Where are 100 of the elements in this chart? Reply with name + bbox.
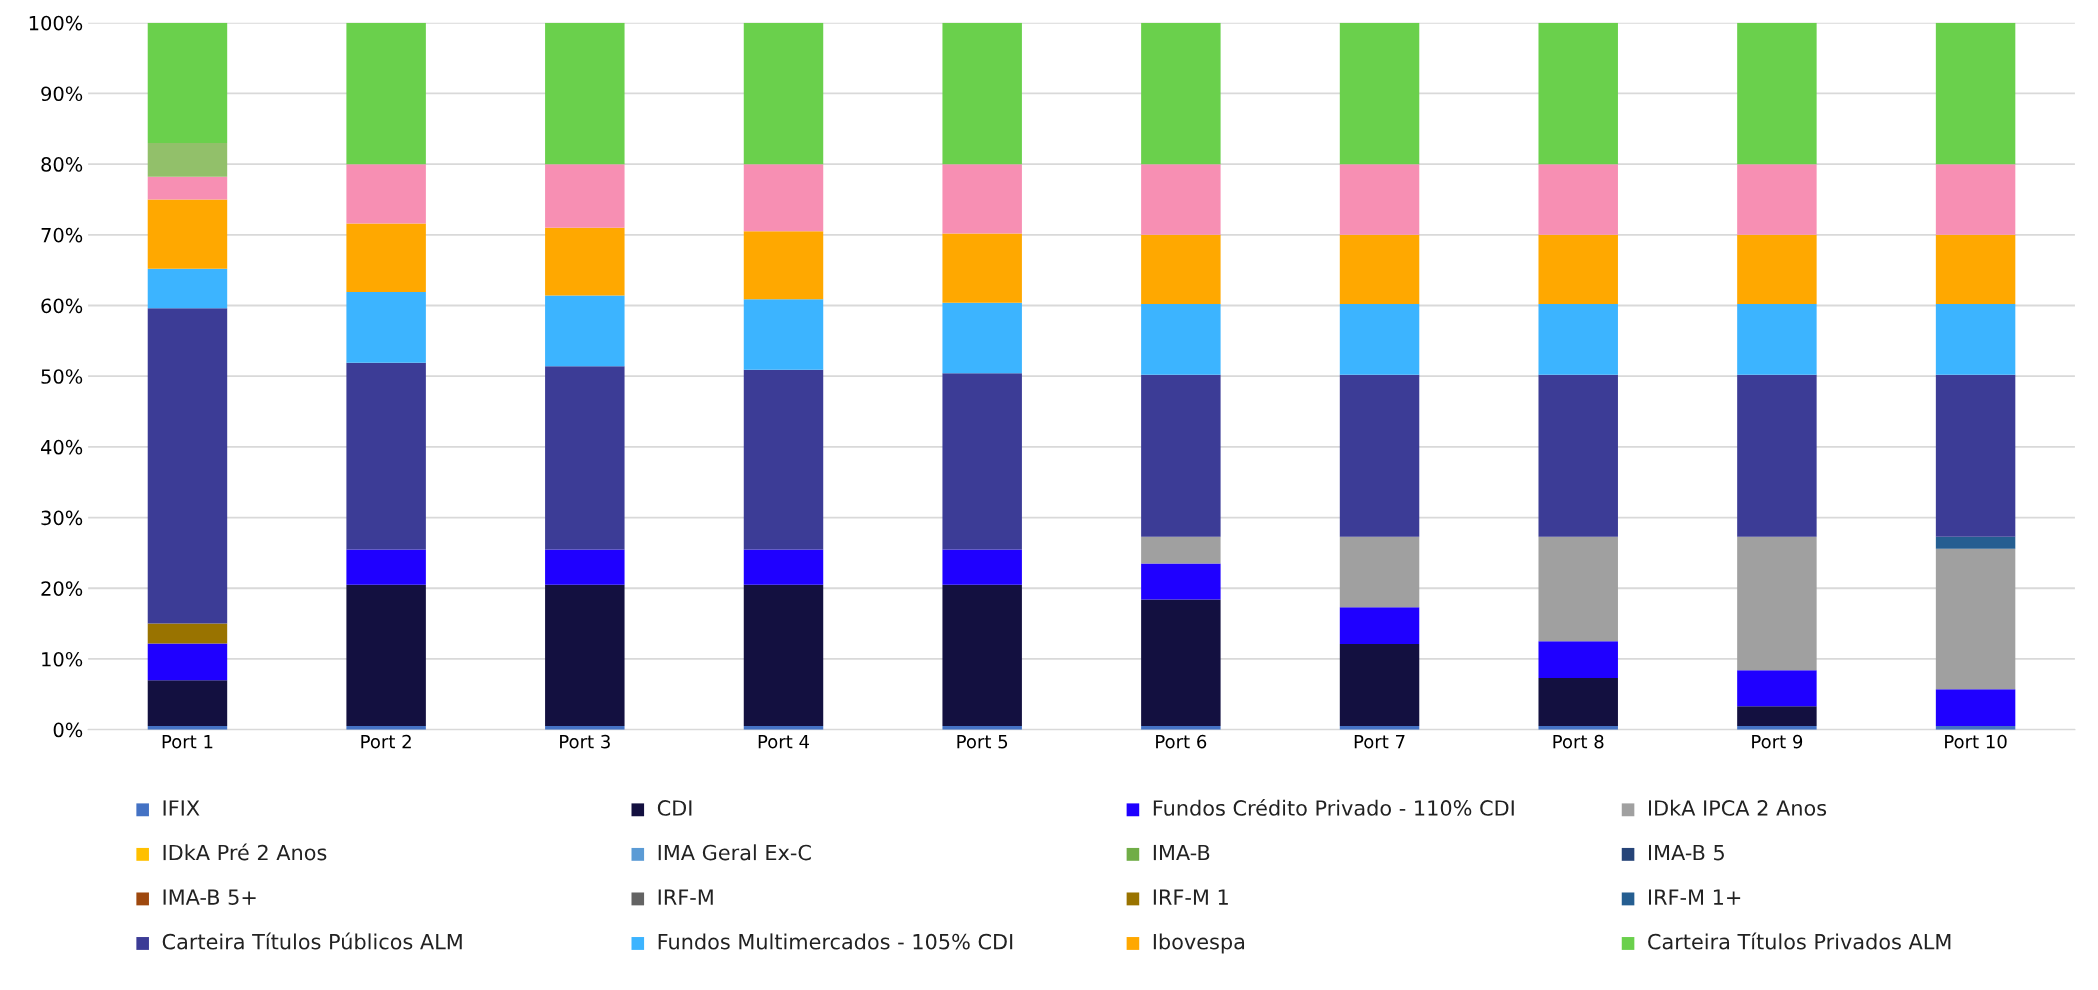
bar [1141, 304, 1221, 375]
bar [545, 22, 625, 165]
x-tick-label: Port 2 [361, 734, 411, 749]
bar [1935, 374, 2016, 537]
bar [1339, 234, 1420, 305]
bar [1141, 234, 1221, 305]
bar [1538, 234, 1618, 305]
y-tick-label: 30% [41, 510, 83, 526]
y-tick-label: 40% [40, 439, 83, 455]
bar [743, 369, 824, 550]
bar [346, 292, 426, 363]
bar [1935, 536, 2016, 549]
bar [743, 584, 824, 727]
bar [147, 176, 228, 200]
x-tick-label: Port 7 [1354, 735, 1405, 749]
bar [942, 549, 1022, 585]
y-tick-label: 90% [41, 86, 83, 102]
legend-label: Fundos Multimercados - 105% CDI [658, 933, 1013, 950]
bar [942, 164, 1022, 234]
bar [1737, 234, 1817, 305]
bar [1737, 374, 1817, 537]
bar [942, 233, 1022, 303]
bar [743, 22, 824, 165]
x-tick-label: Port 9 [1752, 734, 1803, 749]
bar [545, 549, 625, 585]
bar [942, 584, 1022, 727]
legend-label: Carteira Títulos Privados ALM [1648, 932, 1951, 950]
bar [1538, 164, 1618, 235]
legend-label: IMA Geral Ex-C [658, 844, 811, 861]
bar [942, 302, 1022, 374]
bar [1935, 164, 2016, 235]
bar [942, 22, 1022, 165]
bar [1339, 607, 1420, 645]
legend-label: IMA-B 5+ [163, 889, 256, 905]
bar [1141, 563, 1221, 600]
bar [743, 231, 824, 300]
bar [545, 295, 625, 367]
y-tick-label: 80% [41, 157, 83, 172]
legend-label: IMA-B 5 [1648, 844, 1724, 861]
bar [346, 223, 426, 293]
x-tick-label: Port 3 [560, 734, 610, 749]
bar [346, 549, 426, 585]
legend-label: Ibovespa [1153, 933, 1245, 954]
bar [1339, 536, 1420, 608]
bar [147, 268, 228, 309]
y-tick-label: 20% [41, 581, 83, 596]
bar [743, 299, 824, 370]
bar [545, 164, 625, 228]
bar [147, 680, 228, 727]
x-tick-label: Port 10 [1945, 734, 2007, 749]
bar [1141, 374, 1221, 537]
y-tick-label: 100% [29, 15, 83, 31]
bar [1737, 22, 1817, 165]
legend-label: IRF-M [658, 889, 713, 905]
bar [1737, 706, 1817, 727]
bar [1538, 304, 1618, 375]
legend-label: IDkA IPCA 2 Anos [1648, 799, 1827, 816]
bar [1141, 599, 1221, 727]
legend-label: IDkA Pré 2 Anos [163, 843, 327, 861]
bar [1339, 304, 1420, 375]
bar [1737, 670, 1817, 707]
bar [1339, 374, 1420, 537]
bar [1141, 22, 1221, 165]
bar [545, 227, 625, 296]
bar [545, 366, 625, 550]
legend-label: Carteira Títulos Públicos ALM [162, 932, 462, 950]
bar [147, 623, 228, 644]
legend-label: Fundos Crédito Privado - 110% CDI [1153, 798, 1514, 816]
bar [1935, 548, 2016, 690]
x-tick-label: Port 5 [957, 735, 1008, 749]
y-tick-label: 10% [42, 651, 83, 667]
legend-label: IRF-M 1 [1153, 889, 1228, 905]
y-tick-label: 0% [53, 722, 83, 738]
x-tick-label: Port 1 [162, 735, 213, 749]
legend-label: IMA-B [1153, 844, 1210, 861]
bar [147, 643, 228, 681]
y-tick-label: 50% [41, 369, 83, 384]
bar [1339, 644, 1420, 727]
bar [1935, 22, 2016, 165]
bar [1737, 164, 1817, 235]
x-tick-label: Port 8 [1553, 734, 1604, 749]
bar [1538, 678, 1618, 727]
bar [1935, 689, 2016, 727]
bar [1538, 22, 1618, 165]
bar [1538, 374, 1618, 537]
bar [1141, 536, 1221, 564]
bar [1339, 164, 1420, 235]
bar [1935, 234, 2016, 305]
bar [545, 584, 625, 727]
y-tick-label: 70% [41, 227, 83, 243]
bar [147, 22, 228, 143]
bar [1141, 164, 1221, 235]
bar [942, 373, 1022, 550]
bar [346, 164, 426, 224]
bar [743, 549, 824, 585]
bar [147, 308, 228, 624]
bar [346, 584, 426, 727]
bar [1935, 304, 2016, 375]
y-tick-label: 60% [41, 298, 83, 314]
bar [1737, 536, 1817, 671]
